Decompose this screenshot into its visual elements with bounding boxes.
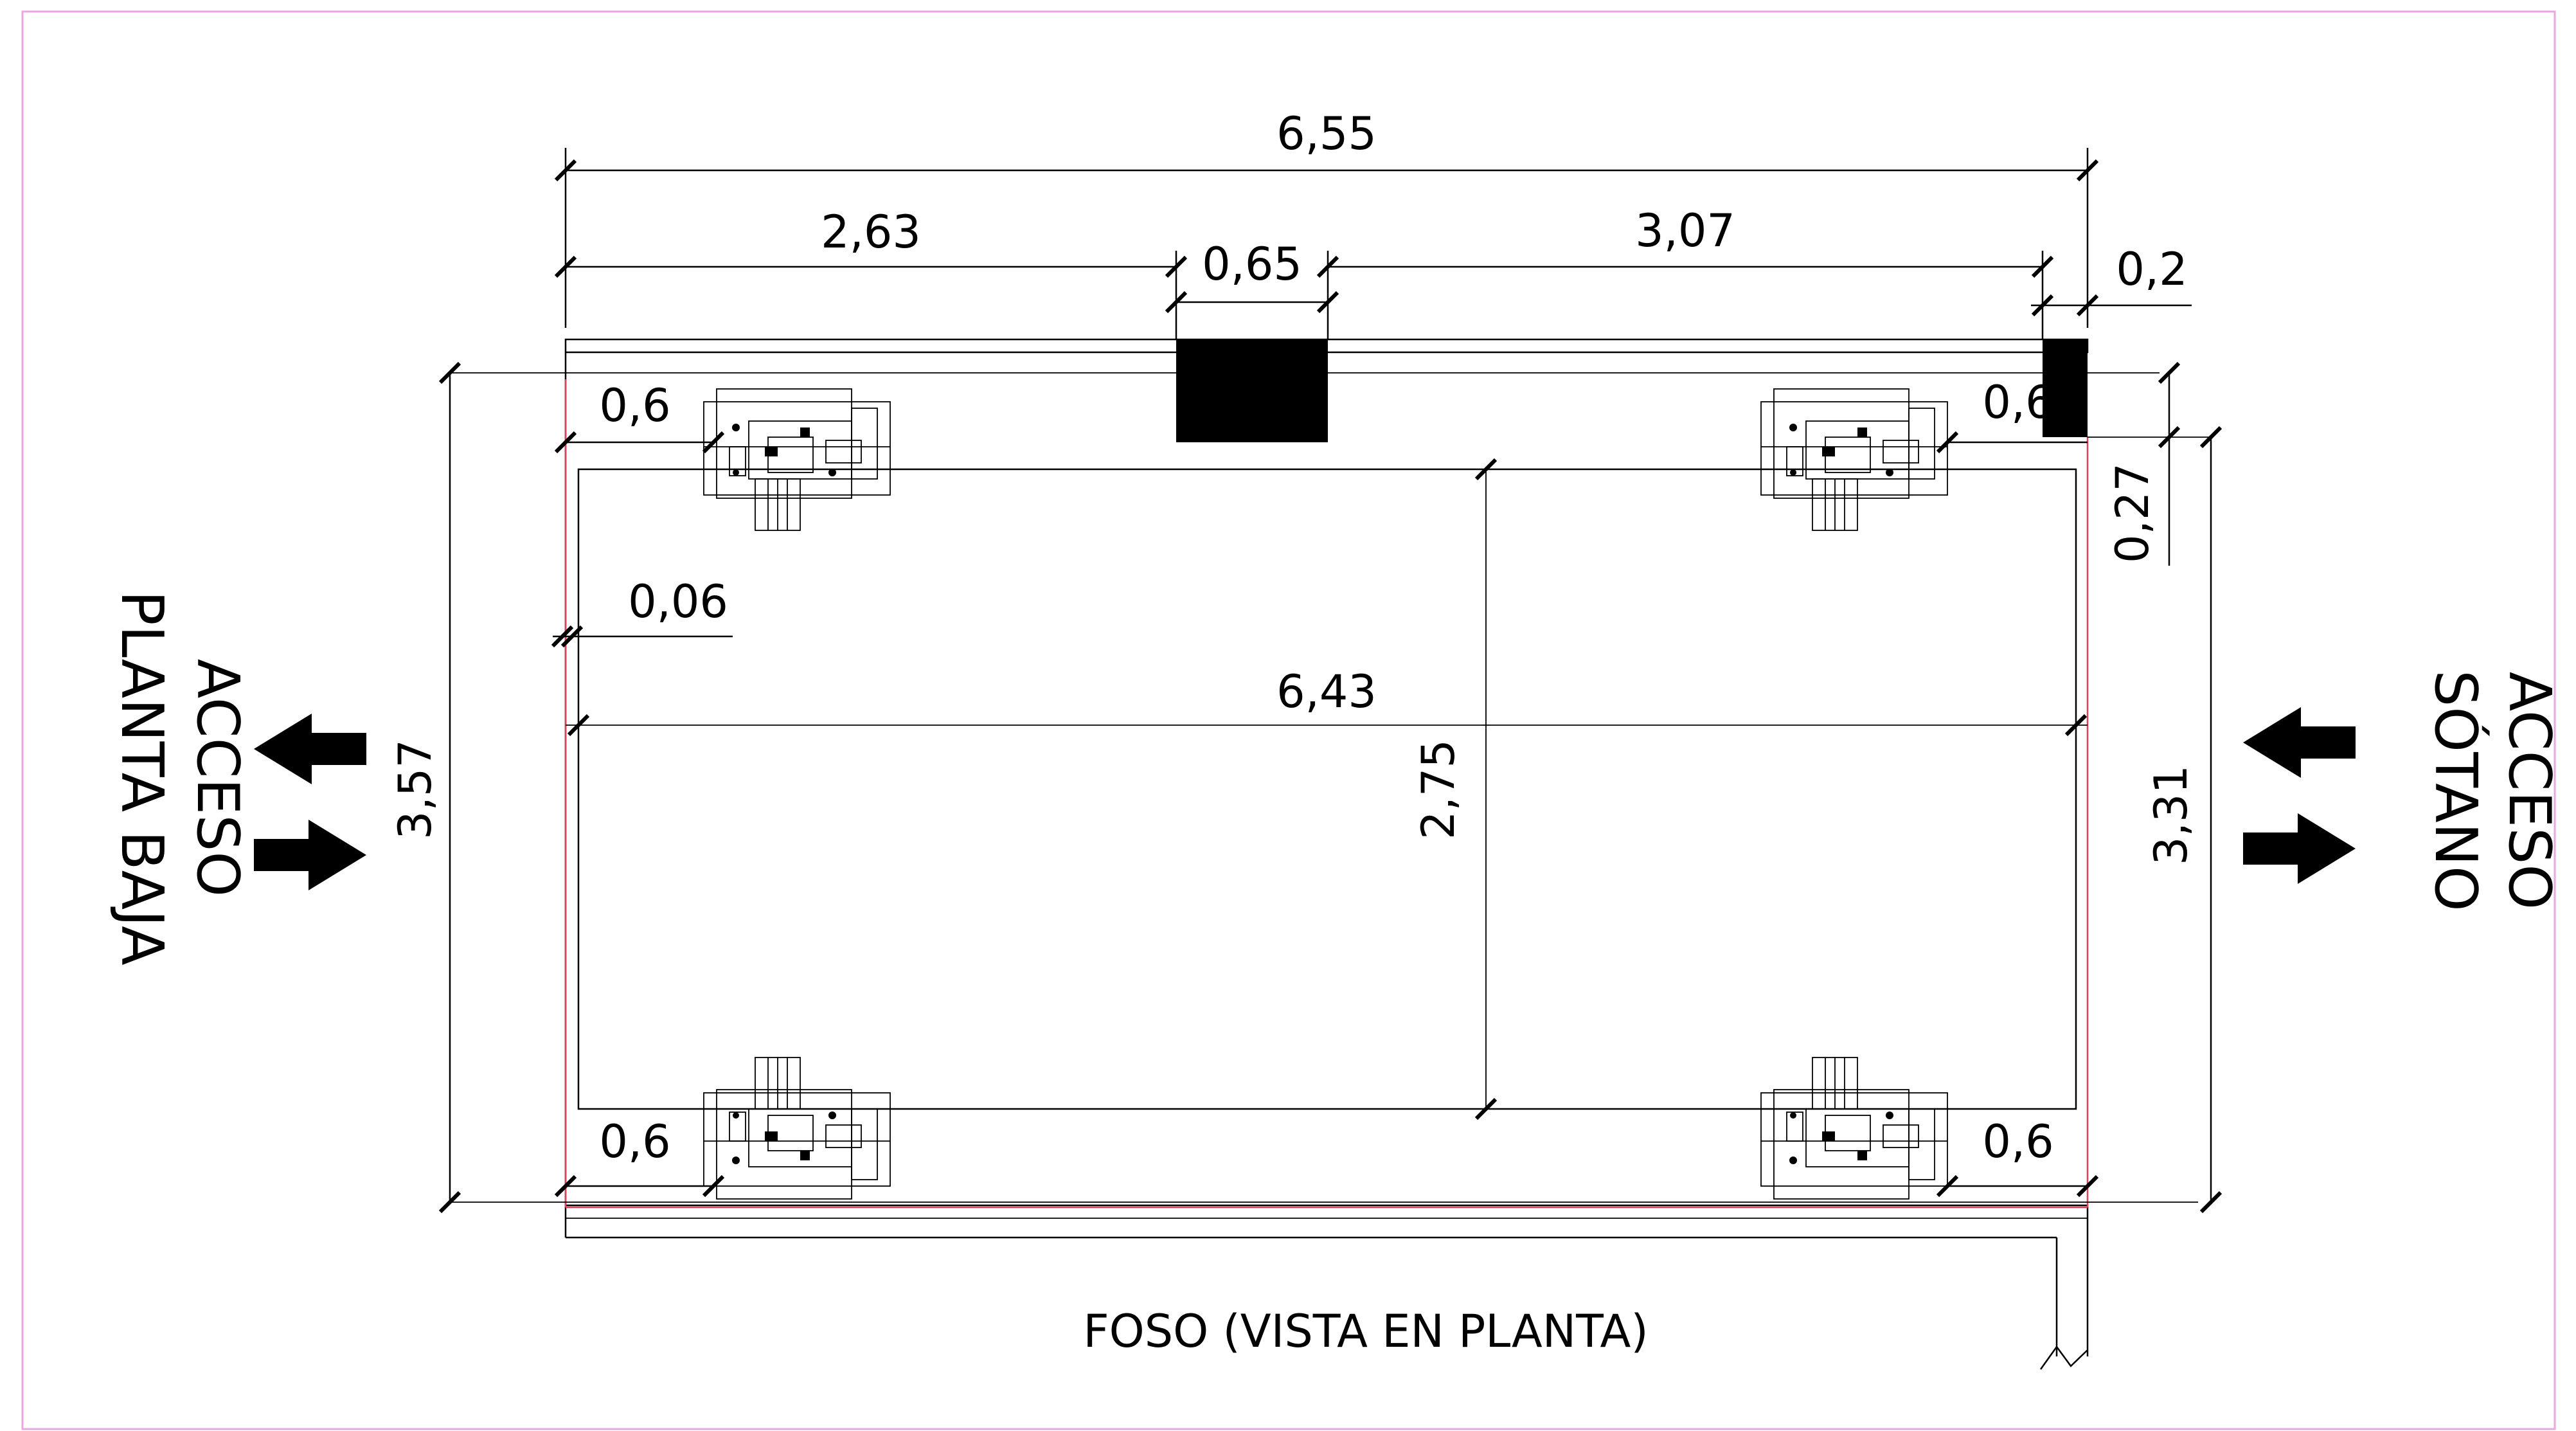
guide-mechanism-bottom-right [1760, 1057, 1948, 1200]
dim-corner-bottom-right: 0,6 [1982, 1115, 2053, 1168]
dim-wall-thickness: 0,2 [2116, 243, 2187, 296]
dim-corner-top-right: 0,6 [1982, 376, 2053, 429]
guide-mechanism-top-right [1760, 388, 1948, 531]
dim-left-segment: 2,63 [821, 206, 921, 258]
sheet-frame [21, 10, 2556, 1430]
access-label-basement: ACCESO SÓTANO [2422, 670, 2563, 912]
pit-outline [450, 338, 2211, 1370]
arrow-right-icon [254, 813, 2356, 890]
dim-column-width: 0,65 [1202, 238, 1302, 291]
dim-inner-width: 6,43 [1276, 665, 1377, 718]
column-block [1176, 339, 1328, 442]
dim-gap: 0,06 [628, 575, 728, 628]
dim-offset: 0,27 [2106, 463, 2159, 563]
dim-corner-bottom-left: 0,6 [599, 1115, 670, 1168]
access-label-line2: PLANTA BAJA [108, 590, 175, 965]
plan-caption: FOSO (VISTA EN PLANTA) [1083, 1305, 1648, 1358]
guide-mechanism-bottom-left [703, 1057, 891, 1200]
platform-outline [566, 468, 2088, 1110]
dim-total-width: 6,55 [1276, 107, 1377, 160]
guide-mechanism-top-left [703, 388, 891, 531]
dim-inner-depth: 2,75 [1412, 739, 1465, 840]
dim-total-depth: 3,57 [389, 739, 442, 840]
access-label-line1: ACCESO [2496, 672, 2563, 910]
access-label-line1: ACCESO [184, 659, 251, 897]
arrow-left-icon [254, 707, 2356, 784]
wall-block [2043, 339, 2088, 437]
dim-right-depth: 3,31 [2145, 765, 2197, 865]
dim-right-segment: 3,07 [1635, 204, 1735, 257]
access-label-ground-floor: ACCESO PLANTA BAJA [108, 590, 251, 965]
access-label-line2: SÓTANO [2422, 670, 2491, 912]
dim-corner-top-left: 0,6 [599, 379, 670, 432]
dimension-lines [438, 148, 2223, 1214]
